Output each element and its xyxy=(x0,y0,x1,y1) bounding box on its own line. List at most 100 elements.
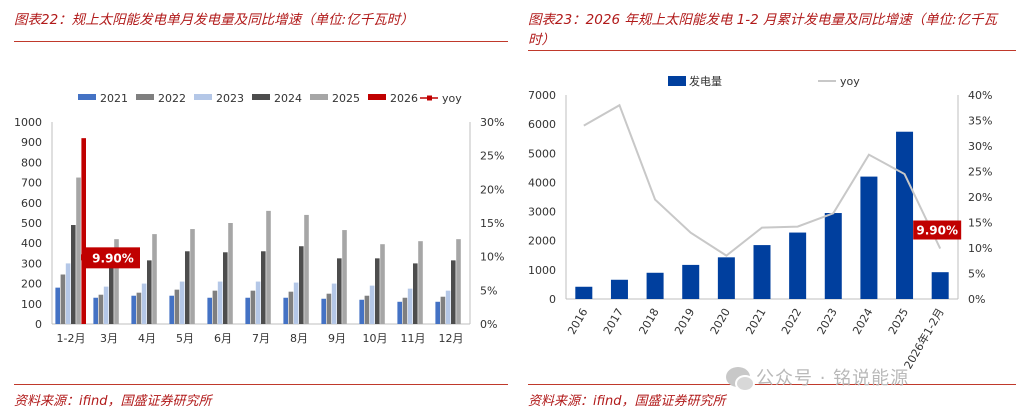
y-tick-label: 0 xyxy=(35,318,42,331)
y-tick-label: 1000 xyxy=(528,264,556,277)
legend-swatch-2024 xyxy=(252,94,270,100)
bar-2022 xyxy=(402,297,408,324)
title-rule xyxy=(528,50,1016,51)
figure-title: 图表23：2026 年规上太阳能发电 1-2 月累计发电量及同比增速（单位:亿千… xyxy=(528,12,998,48)
x-tick-label: 2021 xyxy=(743,306,768,337)
y-tick-label: 700 xyxy=(21,177,42,190)
legend-swatch-2025 xyxy=(310,94,328,100)
bar-2021 xyxy=(93,297,98,324)
x-tick-label: 2017 xyxy=(601,306,626,337)
legend-swatch-2022 xyxy=(136,94,154,100)
bar-2024 xyxy=(185,251,190,324)
legend-swatch-2021 xyxy=(78,94,96,100)
y2-tick-label: 0% xyxy=(968,293,985,306)
y-tick-label: 100 xyxy=(21,298,42,311)
y-tick-label: 300 xyxy=(21,257,42,270)
bar-2023 xyxy=(141,283,147,324)
bar-2024 xyxy=(451,260,456,324)
bar-generation xyxy=(789,232,807,299)
x-tick-label: 6月 xyxy=(214,332,232,345)
y2-tick-label: 30% xyxy=(480,116,504,129)
cumulative-generation-chart: 0 1000 2000 3000 4000 5000 6000 7000 0% 5% 10% 15% 2… xyxy=(528,74,992,371)
bar-2021 xyxy=(397,301,402,324)
bar-2023 xyxy=(293,282,299,324)
bar-2025 xyxy=(418,241,423,324)
legend-swatch-2023 xyxy=(194,94,212,100)
bar-generation xyxy=(717,257,735,299)
bar-2023 xyxy=(255,281,261,324)
bar-2025 xyxy=(342,230,347,324)
x-tick-label: 2018 xyxy=(636,306,661,337)
x-tick-label: 4月 xyxy=(138,332,156,345)
y-tick-label: 800 xyxy=(21,156,42,169)
bar-2023 xyxy=(407,288,413,324)
x-tick-label: 2019 xyxy=(672,306,697,337)
bar-2022 xyxy=(250,290,256,324)
annotation-label: 9.90% xyxy=(916,224,958,238)
bar-2022 xyxy=(326,293,332,324)
x-tick-label: 3月 xyxy=(100,332,118,345)
bar-2021 xyxy=(207,297,212,324)
bar-2024 xyxy=(413,263,418,324)
y2-tick-label: 25% xyxy=(480,150,504,163)
bar-2025 xyxy=(456,239,461,324)
yoy-line xyxy=(583,103,942,257)
x-tick-label: 12月 xyxy=(439,332,464,345)
monthly-generation-chart: 0 100 200 300 400 500 600 700 800 900 1000 0% 5% 10% 1… xyxy=(14,92,504,345)
x-tick-label: 2016 xyxy=(565,306,590,337)
title-rule xyxy=(14,41,508,42)
legend-swatch-2026 xyxy=(368,94,386,100)
bar-2024 xyxy=(261,251,266,324)
y-tick-label: 7000 xyxy=(528,89,556,102)
y2-tick-label: 10% xyxy=(480,251,504,264)
annotation-box xyxy=(86,247,140,269)
y-tick-label: 400 xyxy=(21,237,42,250)
legend-label: 2023 xyxy=(216,92,244,105)
y2-tick-label: 5% xyxy=(480,284,497,297)
x-tick-label: 8月 xyxy=(290,332,308,345)
y-tick-label: 4000 xyxy=(528,176,556,189)
legend-label: 2026 xyxy=(390,92,418,105)
y-tick-label: 3000 xyxy=(528,206,556,219)
bar-2025 xyxy=(380,244,385,324)
y-tick-label: 5000 xyxy=(528,147,556,160)
bar-2024 xyxy=(299,246,304,324)
annotation-label: 9.90% xyxy=(92,251,134,265)
bar-2024 xyxy=(337,258,342,324)
yoy-point xyxy=(81,254,87,261)
bar-2024 xyxy=(109,262,114,324)
bar-2023 xyxy=(369,285,375,324)
wechat-icon xyxy=(726,367,755,392)
bar-2025 xyxy=(190,229,195,324)
y2-tick-label: 0% xyxy=(480,318,497,331)
bar-2021 xyxy=(359,299,364,324)
y-tick-label: 6000 xyxy=(528,118,556,131)
bar-generation xyxy=(682,264,700,299)
y-tick-label: 600 xyxy=(21,197,42,210)
watermark-text: 公众号 · 铭说能源 xyxy=(756,368,910,389)
bar-2022 xyxy=(440,296,446,324)
annotation-box xyxy=(913,220,962,240)
y2-tick-label: 25% xyxy=(968,166,992,179)
y-tick-label: 200 xyxy=(21,278,42,291)
legend-marker-yoy xyxy=(427,95,432,101)
x-tick-label: 2023 xyxy=(815,306,840,337)
x-tick-label: 2022 xyxy=(779,306,804,337)
bar-2025 xyxy=(114,239,119,324)
source-note: 资料来源：ifind，国盛证券研究所 xyxy=(14,394,212,409)
bar-2024 xyxy=(375,258,380,324)
bar-2026 xyxy=(81,138,86,324)
bar-generation xyxy=(575,286,593,299)
x-tick-label: 2025 xyxy=(886,306,911,337)
y2-tick-label: 35% xyxy=(968,115,992,128)
bar-2023 xyxy=(217,281,223,324)
bar-2023 xyxy=(179,281,185,324)
left-figure: 图表22：规上太阳能发电单月发电量及同比增速（单位:亿千瓦时） 0 100 200 3… xyxy=(0,0,508,418)
bar-2023 xyxy=(65,263,71,324)
bar-generation xyxy=(931,272,949,299)
legend-label: yoy xyxy=(840,75,860,88)
figure-title: 图表22：规上太阳能发电单月发电量及同比增速（单位:亿千瓦时） xyxy=(14,12,414,28)
bar-2025 xyxy=(266,210,271,324)
bar-2024 xyxy=(147,260,152,324)
x-tick-label: 2024 xyxy=(850,306,875,337)
